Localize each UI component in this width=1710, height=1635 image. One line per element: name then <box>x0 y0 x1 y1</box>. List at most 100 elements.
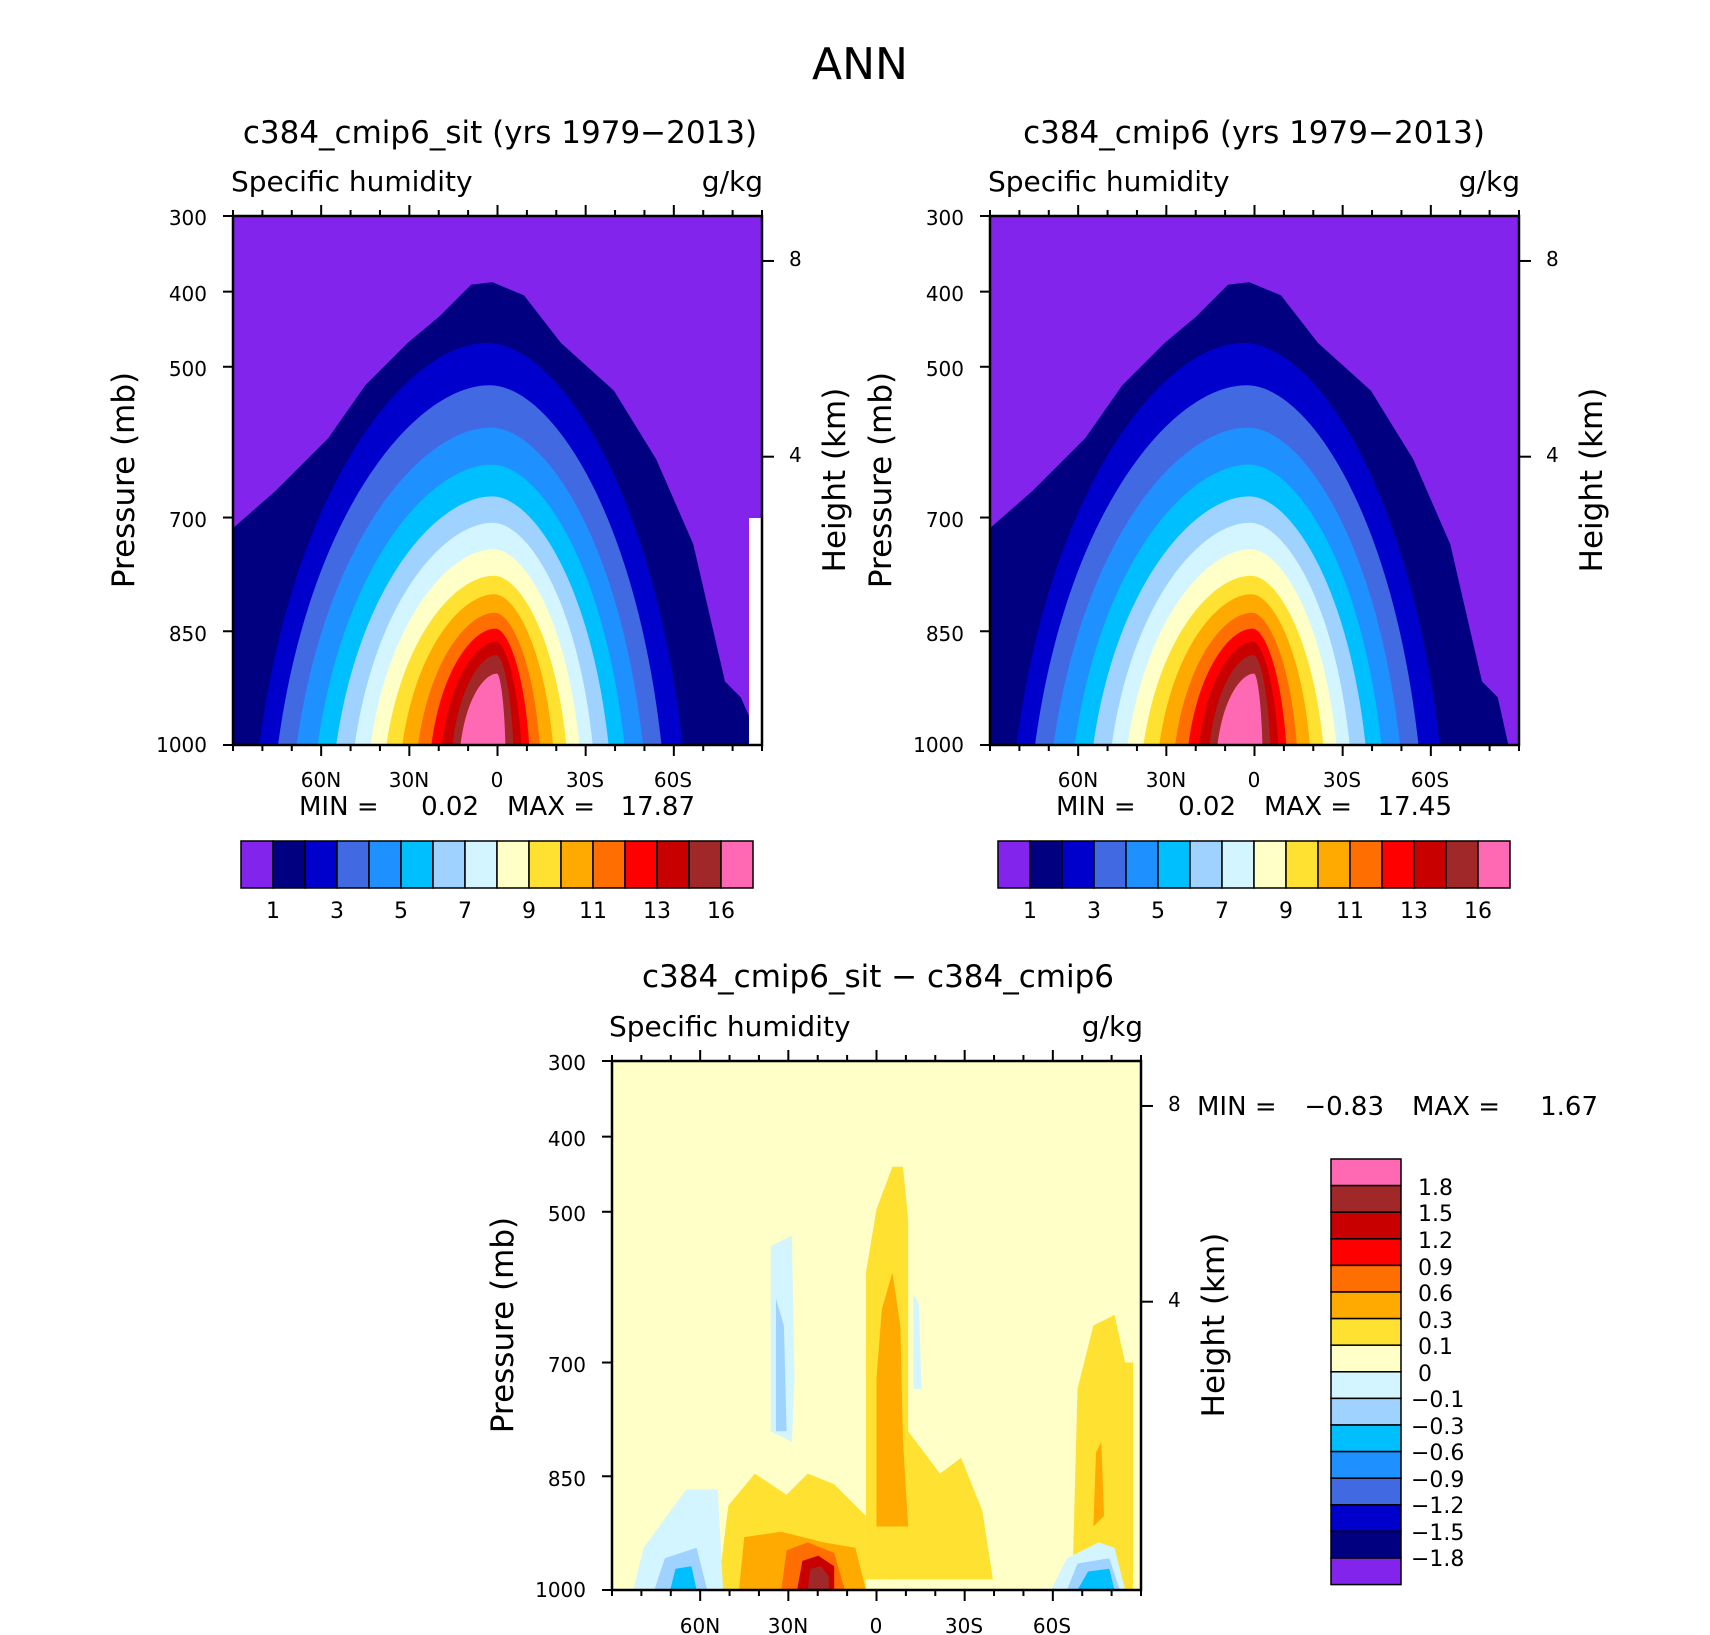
panel-diff: c384_cmip6_sit − c384_cmip6 Specific hum… <box>485 959 1598 1635</box>
colorbar-swatch-11 <box>1330 1264 1402 1293</box>
panel-diff-units: g/kg <box>1082 1010 1143 1043</box>
y-tick-700: 700 <box>169 508 207 532</box>
colorbar-swatch-4 <box>1125 840 1159 889</box>
panel-sit: c384_cmip6_sit (yrs 1979−2013) Specific … <box>106 115 853 924</box>
colorbar-swatch-7 <box>464 840 498 889</box>
colorbar-swatch-14 <box>688 840 722 889</box>
panel-cmip6-plot <box>988 214 1521 747</box>
panel-cmip6-variable: Specific humidity <box>988 165 1230 198</box>
difference-region-5 <box>1093 1441 1104 1527</box>
colorbar-swatch-9 <box>1285 840 1319 889</box>
x-tick-60s: 60S <box>1411 768 1449 792</box>
panel-sit-title: c384_cmip6_sit (yrs 1979−2013) <box>243 115 757 151</box>
cbar-label-13: 13 <box>1400 899 1428 924</box>
cbar-label-0.6: 0.6 <box>1418 1282 1453 1307</box>
cbar-label-0: 0 <box>1418 1362 1432 1387</box>
cbar-label-neg0.3: −0.3 <box>1411 1415 1464 1440</box>
colorbar-swatch-6 <box>1189 840 1223 889</box>
y-tick-1000: 1000 <box>913 733 964 757</box>
x-tick-30s: 30S <box>945 1614 983 1635</box>
x-tick-30n: 30N <box>389 768 429 792</box>
cbar-label-neg1.5: −1.5 <box>1411 1521 1464 1546</box>
panel-diff-y2label: Height (km) <box>1196 1233 1232 1418</box>
x-tick-60n: 60N <box>301 768 341 792</box>
cbar-label-9: 9 <box>522 899 536 924</box>
colorbar-swatch-5 <box>1330 1424 1402 1453</box>
panel-diff-plot <box>610 1059 1143 1592</box>
cbar-label-neg1.2: −1.2 <box>1411 1494 1464 1519</box>
colorbar-swatch-3 <box>1330 1477 1402 1506</box>
cbar-label-1: 1 <box>266 899 280 924</box>
colorbar-swatch-1 <box>1029 840 1063 889</box>
panel-sit-colorbar <box>240 840 754 889</box>
colorbar-swatch-12 <box>1330 1238 1402 1267</box>
cbar-label-neg0.1: −0.1 <box>1411 1388 1464 1413</box>
panel-sit-missing-region <box>749 518 762 745</box>
colorbar-swatch-11 <box>1349 840 1383 889</box>
x-tick-60s: 60S <box>1033 1614 1071 1635</box>
y-tick-850: 850 <box>169 622 207 646</box>
colorbar-swatch-8 <box>1330 1344 1402 1373</box>
panel-sit-max-label: MAX = <box>507 792 595 822</box>
cbar-label-neg0.6: −0.6 <box>1411 1441 1464 1466</box>
panel-diff-colorbar-labels: 1.8 1.5 1.2 0.9 0.6 0.3 0.1 0 −0.1 −0.3 … <box>1411 1176 1464 1572</box>
cbar-label-16: 16 <box>707 899 735 924</box>
cbar-label-5: 5 <box>1151 899 1165 924</box>
cbar-label-0.9: 0.9 <box>1418 1256 1453 1281</box>
cbar-label-neg0.9: −0.9 <box>1411 1468 1464 1493</box>
cbar-label-1.2: 1.2 <box>1418 1229 1453 1254</box>
panel-sit-contours <box>233 282 762 745</box>
y-tick-500: 500 <box>169 357 207 381</box>
panel-cmip6-colorbar <box>997 840 1511 889</box>
x-tick-0: 0 <box>1248 768 1261 792</box>
panel-diff-y2-tick-8: 8 <box>1168 1092 1181 1116</box>
colorbar-swatch-14 <box>1330 1184 1402 1213</box>
colorbar-swatch-13 <box>1413 840 1447 889</box>
panel-diff-variable: Specific humidity <box>609 1010 851 1043</box>
panel-cmip6-max-value: 17.45 <box>1378 792 1452 822</box>
colorbar-swatch-0 <box>1330 1557 1402 1586</box>
colorbar-swatch-12 <box>624 840 658 889</box>
x-tick-30s: 30S <box>1323 768 1361 792</box>
panel-cmip6-y2-tick-8: 8 <box>1546 247 1559 271</box>
panel-diff-max-value: 1.67 <box>1540 1092 1598 1122</box>
x-tick-30s: 30S <box>566 768 604 792</box>
colorbar-swatch-5 <box>400 840 434 889</box>
panel-diff-x-ticks: 60N 30N 0 30S 60S <box>680 1614 1071 1635</box>
colorbar-swatch-2 <box>1330 1504 1402 1533</box>
panel-cmip6-min-label: MIN = <box>1056 792 1136 822</box>
cbar-label-3: 3 <box>330 899 344 924</box>
colorbar-swatch-7 <box>1221 840 1255 889</box>
cbar-label-7: 7 <box>458 899 472 924</box>
cbar-label-9: 9 <box>1279 899 1293 924</box>
axis-tick-marks <box>223 205 1531 1601</box>
x-tick-30n: 30N <box>1146 768 1186 792</box>
panel-cmip6: c384_cmip6 (yrs 1979−2013) Specific humi… <box>863 115 1610 924</box>
panel-sit-x-ticks: 60N 30N 0 30S 60S <box>301 768 692 792</box>
y-tick-850: 850 <box>926 622 964 646</box>
colorbar-swatch-7 <box>1330 1371 1402 1400</box>
colorbar-swatch-4 <box>368 840 402 889</box>
colorbar-swatch-6 <box>432 840 466 889</box>
difference-region-3 <box>876 1272 909 1527</box>
colorbar-swatch-15 <box>1330 1158 1402 1187</box>
x-tick-0: 0 <box>870 1614 883 1635</box>
cbar-label-11: 11 <box>579 899 607 924</box>
y-tick-1000: 1000 <box>156 733 207 757</box>
panel-cmip6-y2-tick-4: 4 <box>1546 443 1559 467</box>
colorbar-swatch-1 <box>272 840 306 889</box>
difference-region-13 <box>776 1299 787 1432</box>
panel-cmip6-ylabel: Pressure (mb) <box>863 372 899 588</box>
colorbar-swatch-10 <box>560 840 594 889</box>
y-tick-500: 500 <box>926 357 964 381</box>
panel-diff-y2-tick-4: 4 <box>1168 1288 1181 1312</box>
y-tick-400: 400 <box>169 282 207 306</box>
cbar-label-11: 11 <box>1336 899 1364 924</box>
panel-cmip6-y2label: Height (km) <box>1574 388 1610 573</box>
panel-sit-ylabel: Pressure (mb) <box>106 372 142 588</box>
colorbar-swatch-3 <box>336 840 370 889</box>
panel-cmip6-title: c384_cmip6 (yrs 1979−2013) <box>1023 115 1485 151</box>
panel-sit-colorbar-labels: 1 3 5 7 9 11 13 16 <box>266 899 735 924</box>
difference-region-11 <box>913 1293 922 1389</box>
colorbar-swatch-12 <box>1381 840 1415 889</box>
